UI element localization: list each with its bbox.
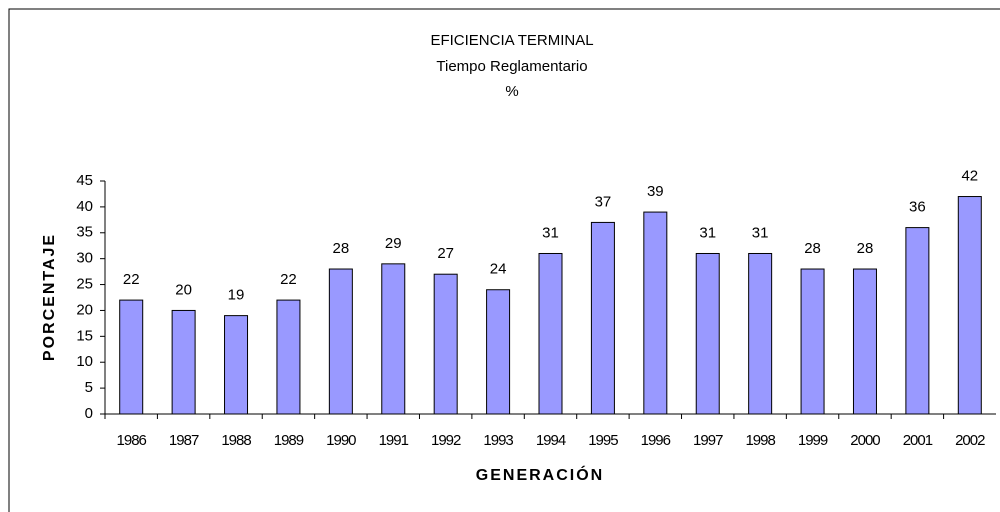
x-tick-label: 1992 — [431, 432, 461, 449]
chart-frame — [8, 8, 1000, 512]
bar — [800, 268, 825, 415]
chart-title: EFICIENCIA TERMINAL — [430, 32, 593, 49]
x-tick-label: 2000 — [850, 432, 880, 449]
x-tick-label: 1999 — [798, 432, 828, 449]
x-tick-label: 1994 — [536, 432, 566, 449]
x-tick-label: 1991 — [379, 432, 409, 449]
x-axis-title: GENERACIÓN — [476, 465, 604, 484]
y-tick-label: 45 — [76, 172, 93, 189]
chart-unit: % — [505, 83, 518, 100]
x-tick-label: 1986 — [117, 432, 147, 449]
x-tick-label: 1987 — [169, 432, 199, 449]
data-label: 24 — [490, 261, 507, 278]
y-tick-label: 5 — [85, 379, 93, 396]
data-label: 22 — [123, 271, 140, 288]
data-label: 22 — [280, 271, 297, 288]
y-tick-label: 35 — [76, 224, 93, 241]
bar — [171, 309, 196, 415]
y-tick-label: 40 — [76, 198, 93, 215]
x-tick-label: 1988 — [221, 432, 251, 449]
bar — [957, 196, 982, 415]
data-label: 36 — [909, 199, 926, 216]
data-label: 42 — [961, 168, 978, 185]
data-label: 19 — [228, 287, 245, 304]
bar — [119, 299, 144, 415]
bar — [538, 252, 563, 415]
bar — [748, 252, 773, 415]
x-tick-label: 1993 — [483, 432, 513, 449]
y-axis-title: PORCENTAJE — [41, 233, 58, 361]
data-label: 31 — [699, 224, 716, 241]
x-tick-label: 1996 — [641, 432, 671, 449]
data-label: 31 — [752, 224, 769, 241]
data-label: 27 — [437, 245, 454, 262]
x-tick-label: 2001 — [903, 432, 933, 449]
x-tick-label: 1989 — [274, 432, 304, 449]
y-tick-label: 15 — [76, 327, 93, 344]
bar — [905, 227, 930, 415]
bar — [695, 252, 720, 415]
y-tick-label: 30 — [76, 250, 93, 267]
bar — [276, 299, 301, 415]
data-label: 39 — [647, 183, 664, 200]
x-tick-label: 1997 — [693, 432, 723, 449]
y-tick-label: 0 — [85, 405, 93, 422]
chart-subtitle: Tiempo Reglamentario — [436, 58, 587, 75]
bar — [852, 268, 877, 415]
bar — [381, 263, 406, 415]
bar — [224, 315, 249, 415]
data-label: 28 — [333, 240, 350, 257]
data-label: 37 — [595, 193, 612, 210]
x-tick-label: 1990 — [326, 432, 356, 449]
data-label: 28 — [804, 240, 821, 257]
y-tick-label: 20 — [76, 301, 93, 318]
data-label: 29 — [385, 235, 402, 252]
bar — [590, 221, 615, 415]
bar — [433, 273, 458, 415]
bar — [486, 289, 511, 415]
y-tick-label: 25 — [76, 276, 93, 293]
data-label: 31 — [542, 224, 559, 241]
x-tick-label: 1998 — [745, 432, 775, 449]
bar — [643, 211, 668, 415]
data-label: 20 — [175, 281, 192, 298]
x-tick-label: 1995 — [588, 432, 618, 449]
x-tick-label: 2002 — [955, 432, 985, 449]
data-label: 28 — [857, 240, 874, 257]
y-tick-label: 10 — [76, 353, 93, 370]
bar — [328, 268, 353, 415]
